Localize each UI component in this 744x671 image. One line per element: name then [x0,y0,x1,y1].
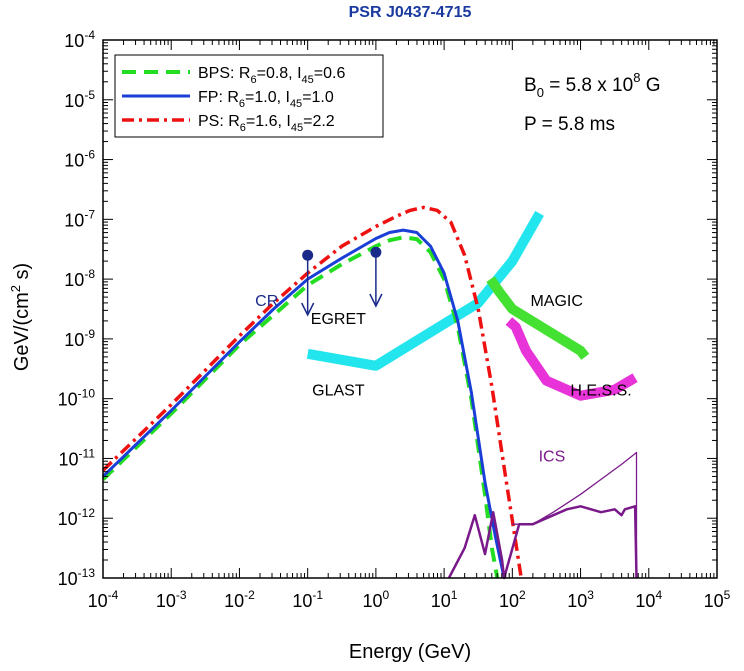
y-tick-label: 10-7 [64,207,95,230]
y-tick-label: 10-11 [59,446,96,469]
y-tick-label: 10-13 [58,566,96,589]
legend-label-bps: BPS: R6=0.8, I45=0.6 [198,65,345,86]
y-tick-label: 10-5 [64,88,95,111]
legend: BPS: R6=0.8, I45=0.6 FP: R6=1.0, I45=1.0… [114,54,384,138]
x-tick-label: 104 [635,588,662,611]
annotation-cr: CR [255,293,278,310]
param-b0: B0 = 5.8 x 108 G [524,70,660,100]
x-axis-label: Energy (GeV) [349,641,471,663]
annotation-magic: MAGIC [530,293,582,310]
x-tick-label: 102 [499,588,526,611]
x-tick-label: 10-1 [292,588,323,611]
annotation-glast: GLAST [312,383,365,400]
y-tick-label: 10-10 [58,387,96,410]
annotation-egret: EGRET [311,311,366,328]
x-tick-label: 101 [431,588,458,611]
y-tick-label: 10-6 [64,148,95,171]
param-period: P = 5.8 ms [524,114,615,135]
series-ics [447,505,638,580]
annotation-ics: ICS [539,448,566,465]
x-tick-label: 10-2 [224,588,255,611]
x-tick-label: 103 [567,588,594,611]
sensitivity-glast [306,210,544,371]
y-tick-label: 10-8 [64,267,95,290]
legend-label-fp: FP: R6=1.0, I45=1.0 [198,89,334,110]
upper-limit-marker [369,246,383,308]
legend-label-ps: PS: R6=1.6, I45=2.2 [198,113,335,134]
plot-frame [102,39,718,579]
y-tick-label: 10-9 [64,327,95,350]
series-fp [101,228,506,579]
y-axis-label: GeV/(cm2 s) [8,263,33,371]
annotation-h-e-s-s: H.E.S.S. [570,383,631,400]
sensitivity-h-e-s-s [505,317,638,401]
upper-limit-marker [300,249,315,317]
x-tick-label: 100 [363,588,390,611]
y-tick-label: 10-4 [64,28,95,51]
x-tick-label: 10-4 [88,588,119,611]
x-tick-label: 10-3 [156,588,187,611]
series-ics-upper [512,451,638,578]
series-bps [101,235,500,579]
chart-title: PSR J0437-4715 [349,4,472,21]
sensitivity-magic [486,276,590,360]
series-ps [101,205,523,579]
x-tick-label: 105 [704,588,731,611]
y-tick-label: 10-12 [58,506,96,529]
